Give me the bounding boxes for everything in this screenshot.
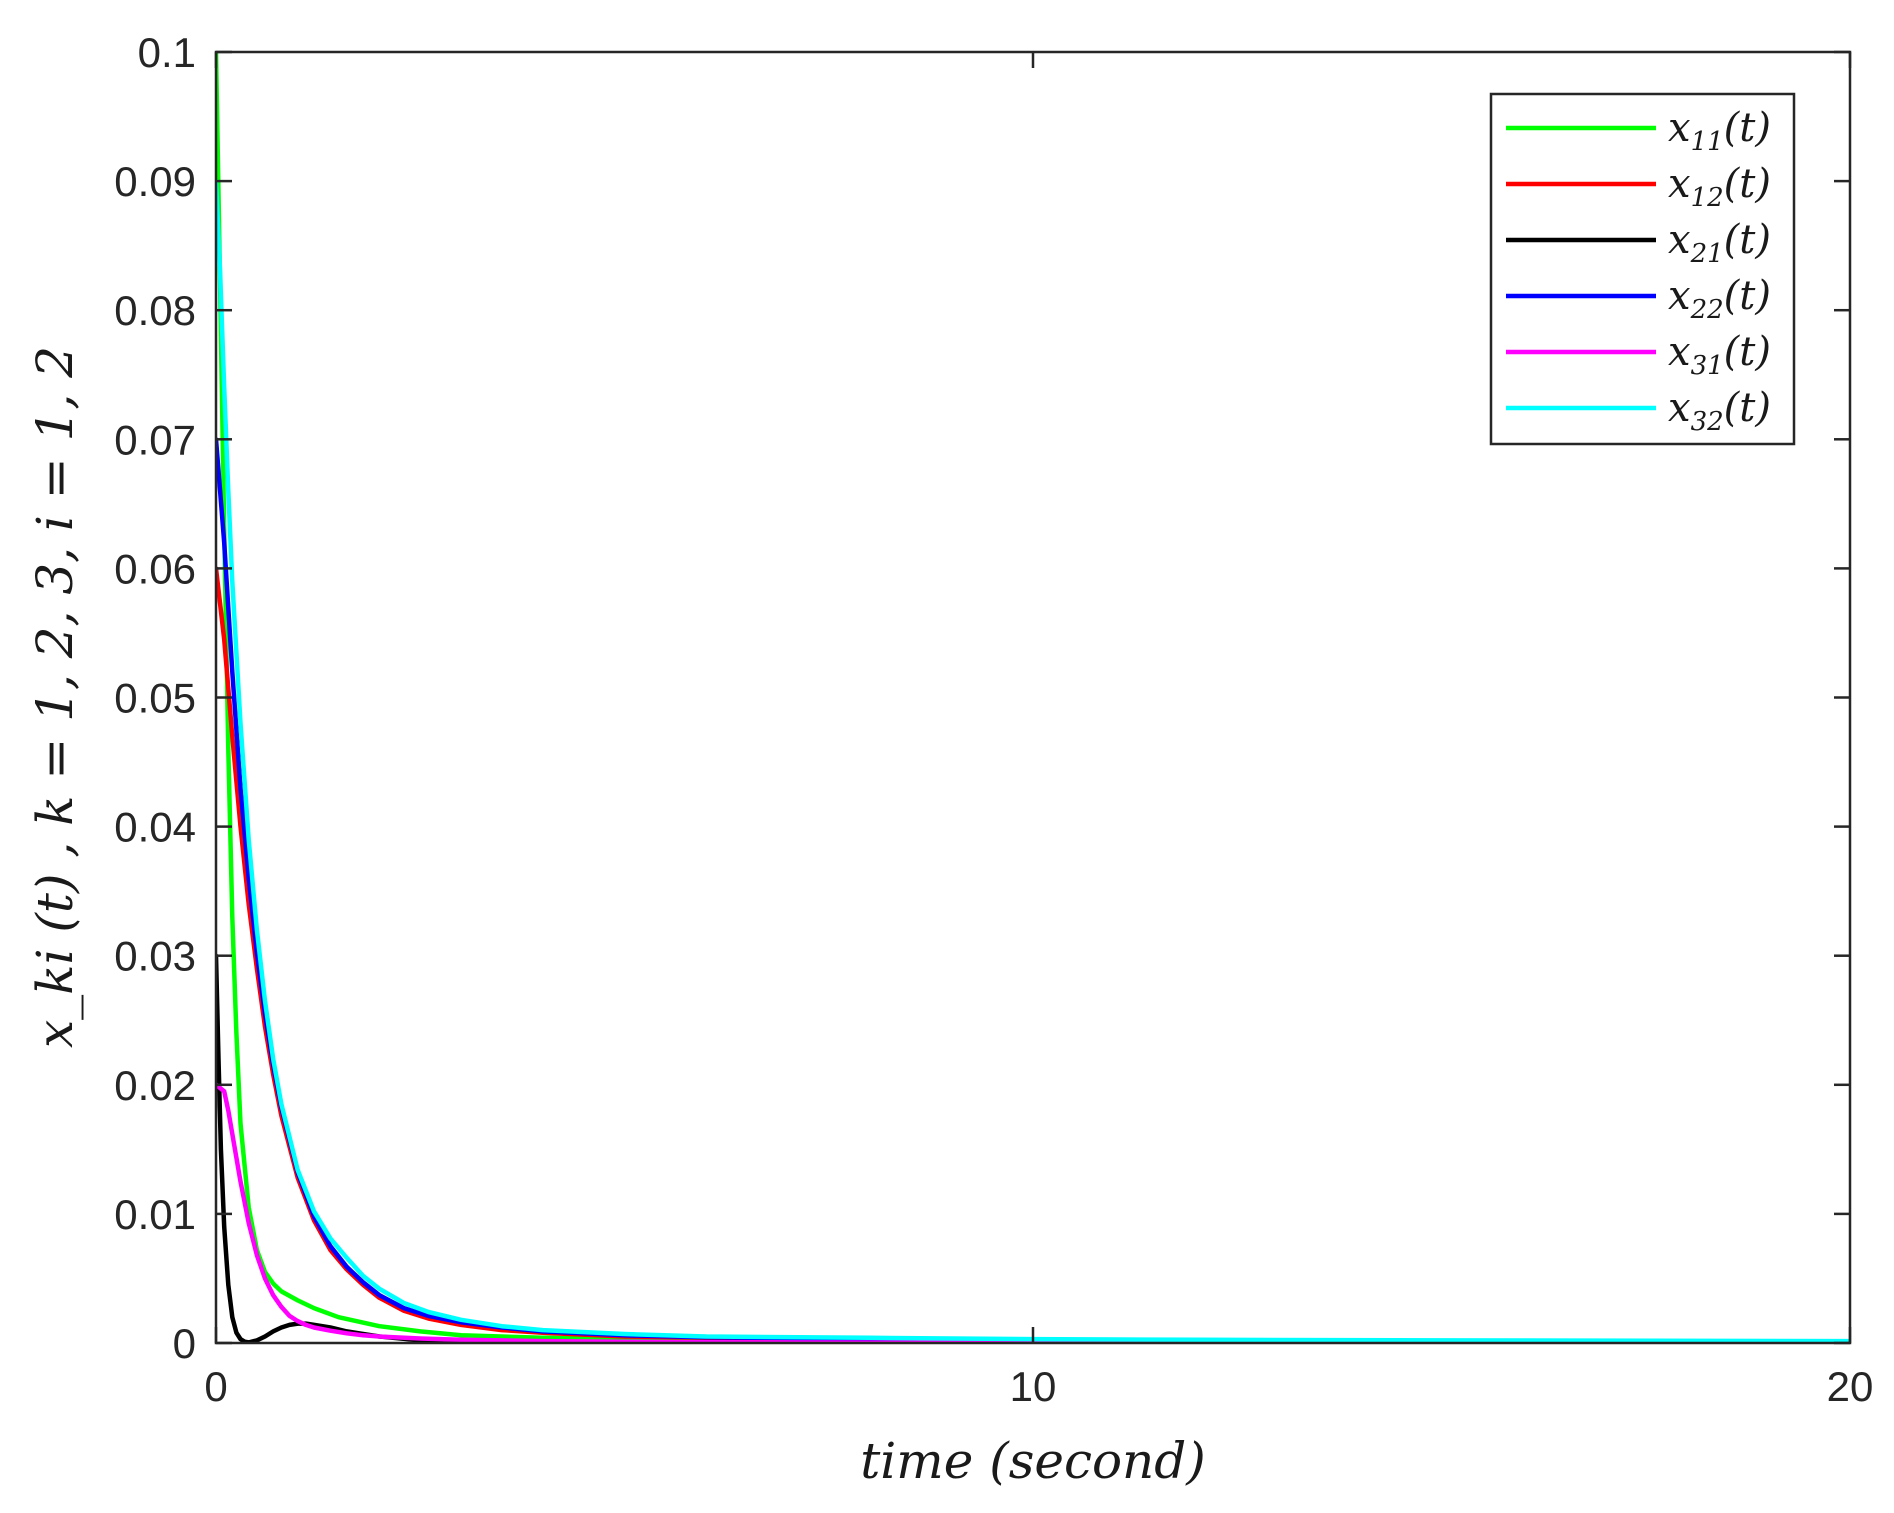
legend-label-base: x xyxy=(1668,385,1691,431)
legend-label-subscript: 21 xyxy=(1690,239,1724,269)
legend-label-base: x xyxy=(1668,105,1691,151)
legend-label-x22t: x22(t) xyxy=(1668,273,1771,325)
legend-label-base: x xyxy=(1668,217,1691,263)
x-axis-label: time (second) xyxy=(860,1432,1206,1490)
axes-box xyxy=(214,50,1852,1345)
legend-label-x21t: x21(t) xyxy=(1668,217,1771,269)
legend-label-base: x xyxy=(1668,161,1691,207)
legend-label-base: x xyxy=(1668,329,1691,375)
y-axis-label: x_ki (t) , k = 1, 2, 3, i = 1, 2 xyxy=(26,346,84,1048)
y-tick-label: 0 xyxy=(173,1320,196,1367)
y-tick-label: 0.02 xyxy=(114,1062,196,1109)
y-tick-label: 0.03 xyxy=(114,933,196,980)
legend-label-subscript: 22 xyxy=(1690,295,1724,325)
legend-label-x11t: x11(t) xyxy=(1668,105,1771,157)
legend-label-subscript: 12 xyxy=(1691,183,1724,213)
x-tick-label: 20 xyxy=(1827,1363,1874,1410)
x-tick-label: 10 xyxy=(1010,1363,1057,1410)
y-tick-label: 0.05 xyxy=(114,675,196,722)
legend-label-x32t: x32(t) xyxy=(1668,385,1771,437)
y-tick-label: 0.06 xyxy=(114,545,196,592)
legend-label-subscript: 32 xyxy=(1691,407,1724,437)
legend-label-subscript: 11 xyxy=(1691,127,1724,157)
legend-label-argument: (t) xyxy=(1724,217,1771,263)
legend-label-argument: (t) xyxy=(1724,385,1771,431)
legend-box xyxy=(1489,92,1796,446)
legend-label-x12t: x12(t) xyxy=(1668,161,1771,213)
legend-label-argument: (t) xyxy=(1724,329,1771,375)
legend-label-argument: (t) xyxy=(1724,105,1771,151)
y-tick-label: 0.01 xyxy=(114,1191,196,1238)
legend-label-base: x xyxy=(1668,273,1691,319)
series-line-x32t xyxy=(216,178,1850,1343)
x-tick-label: 0 xyxy=(204,1363,227,1410)
y-tick-label: 0.09 xyxy=(114,158,196,205)
legend-items: x11(t)x12(t)x21(t)x22(t)x31(t)x32(t) xyxy=(1506,105,1771,437)
series-layer xyxy=(216,52,1850,1343)
legend-label-subscript: 31 xyxy=(1691,351,1724,381)
legend: x11(t)x12(t)x21(t)x22(t)x31(t)x32(t) xyxy=(1489,92,1796,446)
y-tick-label: 0.08 xyxy=(114,287,196,334)
y-tick-label: 0.07 xyxy=(114,416,196,463)
y-tick-label: 0.1 xyxy=(138,29,196,76)
y-tick-label: 0.04 xyxy=(114,804,196,851)
legend-label-argument: (t) xyxy=(1724,161,1771,207)
tick-labels-layer: 0 10 20 0 0.01 0.02 0.03 0.04 0.05 0.06 0.07 0.08 0.… xyxy=(114,29,1873,1410)
legend-label-x31t: x31(t) xyxy=(1668,329,1771,381)
legend-label-argument: (t) xyxy=(1724,273,1771,319)
